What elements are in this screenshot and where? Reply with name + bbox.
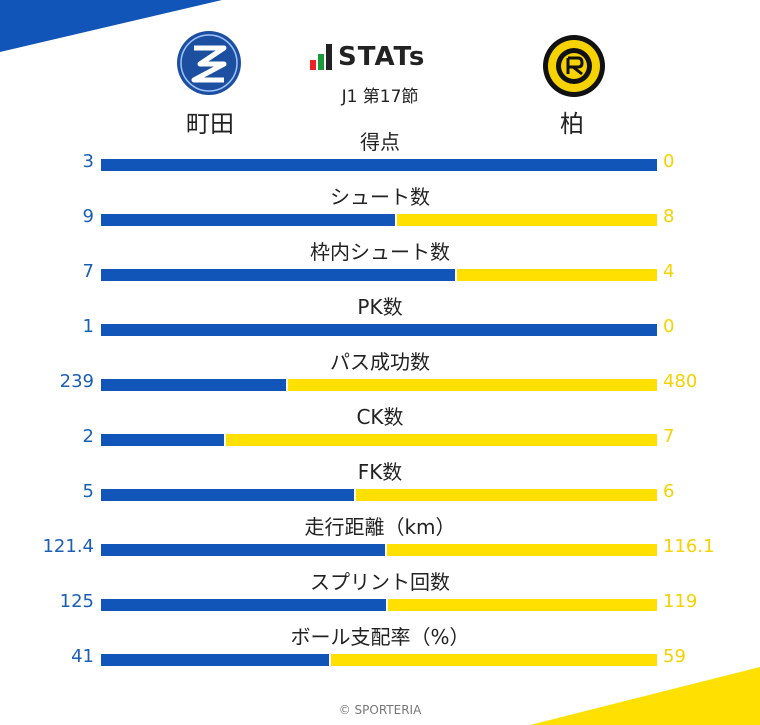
brand-title: STATs	[338, 42, 426, 72]
bar-divider	[329, 654, 331, 666]
away-value: 4	[663, 261, 675, 282]
comparison-bar	[101, 214, 657, 226]
bar-divider	[385, 544, 387, 556]
home-value: 121.4	[42, 536, 94, 557]
corner-decoration-yellow	[530, 667, 760, 725]
home-value: 9	[82, 206, 94, 227]
match-header: STATs J1 第17節 町田 柏	[0, 0, 760, 140]
stat-label: シュート数	[330, 185, 430, 209]
bar-divider	[224, 434, 226, 446]
stat-label: CK数	[356, 405, 404, 429]
away-value: 0	[663, 151, 675, 172]
home-bar	[101, 544, 385, 556]
home-team-name: 町田	[186, 110, 234, 138]
home-value: 1	[82, 316, 94, 337]
match-round: J1 第17節	[341, 87, 419, 107]
home-bar	[101, 324, 657, 336]
comparison-bar	[101, 324, 657, 336]
away-value: 119	[663, 591, 698, 612]
stats-brand: STATs	[310, 44, 425, 70]
footer-credit: © SPORTERIA	[338, 703, 422, 717]
bar-divider	[455, 269, 457, 281]
away-team-logo	[543, 35, 605, 97]
away-bar	[331, 654, 657, 666]
away-value: 0	[663, 316, 675, 337]
stat-label: 走行距離（km）	[304, 515, 456, 539]
comparison-bar	[101, 159, 657, 171]
bar-divider	[286, 379, 288, 391]
stat-label: ボール支配率（%）	[290, 625, 470, 649]
home-bar	[101, 379, 286, 391]
stat-row: 走行距離（km） 121.4 116.1	[0, 509, 760, 564]
away-bar	[457, 269, 657, 281]
home-bar	[101, 489, 354, 501]
home-bar	[101, 214, 395, 226]
away-bar	[397, 214, 657, 226]
home-value: 3	[82, 151, 94, 172]
home-bar	[101, 434, 224, 446]
comparison-bar	[101, 434, 657, 446]
home-bar	[101, 599, 386, 611]
stat-row: 枠内シュート数 7 4	[0, 234, 760, 289]
bar-divider	[386, 599, 388, 611]
away-bar	[387, 544, 657, 556]
comparison-bar	[101, 599, 657, 611]
stat-row: FK数 5 6	[0, 454, 760, 509]
stat-row: CK数 2 7	[0, 399, 760, 454]
stat-label: FK数	[357, 460, 403, 484]
comparison-bar	[101, 544, 657, 556]
stat-label: スプリント回数	[310, 570, 450, 594]
comparison-bar	[101, 654, 657, 666]
stat-label: PK数	[357, 295, 403, 319]
bar-divider	[354, 489, 356, 501]
away-value: 480	[663, 371, 698, 392]
home-bar	[101, 159, 657, 171]
away-value: 116.1	[663, 536, 715, 557]
stat-row: シュート数 9 8	[0, 179, 760, 234]
away-bar	[388, 599, 657, 611]
away-bar	[288, 379, 657, 391]
home-value: 41	[71, 646, 94, 667]
stat-label: パス成功数	[330, 350, 430, 374]
comparison-bar	[101, 489, 657, 501]
stat-row: ボール支配率（%） 41 59	[0, 619, 760, 674]
home-value: 5	[82, 481, 94, 502]
home-value: 2	[82, 426, 94, 447]
away-bar	[356, 489, 657, 501]
bar-divider	[395, 214, 397, 226]
away-value: 59	[663, 646, 686, 667]
away-team-name: 柏	[560, 110, 584, 138]
stat-row: パス成功数 239 480	[0, 344, 760, 399]
comparison-bar	[101, 269, 657, 281]
home-team-logo	[177, 31, 241, 95]
away-value: 8	[663, 206, 675, 227]
away-value: 7	[663, 426, 675, 447]
home-value: 7	[82, 261, 94, 282]
stat-row: 得点 3 0	[0, 124, 760, 179]
home-value: 239	[59, 371, 94, 392]
away-value: 6	[663, 481, 675, 502]
stat-row: PK数 1 0	[0, 289, 760, 344]
stat-label: 枠内シュート数	[310, 240, 450, 264]
home-value: 125	[59, 591, 94, 612]
away-bar	[226, 434, 657, 446]
comparison-bar	[101, 379, 657, 391]
stats-logo-icon	[310, 44, 332, 70]
home-bar	[101, 654, 329, 666]
stat-label: 得点	[360, 130, 400, 154]
home-bar	[101, 269, 455, 281]
stat-row: スプリント回数 125 119	[0, 564, 760, 619]
